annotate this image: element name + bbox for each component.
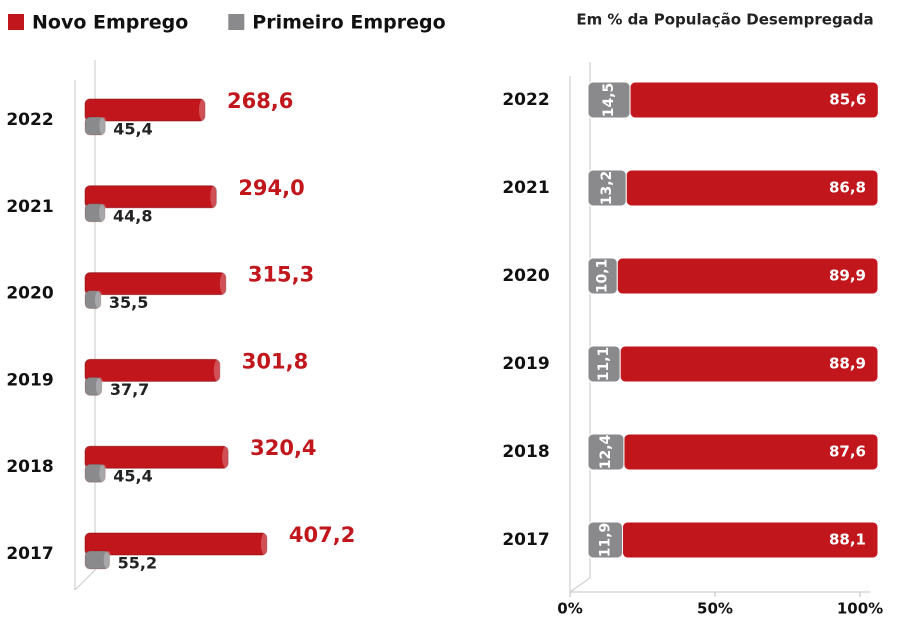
- legend-label: Novo Emprego: [32, 12, 188, 34]
- bar: [84, 376, 103, 396]
- data-label: 86,8: [829, 179, 866, 197]
- chart-title: Em % da População Desempregada: [576, 11, 873, 29]
- data-label: 44,8: [113, 206, 152, 225]
- bar: [84, 185, 217, 209]
- bar-cap: [99, 203, 108, 222]
- data-label: 88,1: [829, 531, 866, 549]
- bar-cap: [99, 464, 108, 483]
- bar: [84, 532, 268, 556]
- data-label: 10,1: [595, 259, 611, 294]
- bar-segment: [616, 257, 879, 295]
- y-tick-label: 2019: [502, 354, 549, 374]
- data-label: 55,2: [118, 554, 157, 573]
- bar-cap: [210, 185, 219, 208]
- data-label: 45,4: [113, 120, 152, 139]
- data-label: 268,6: [227, 89, 293, 113]
- bar-cap: [222, 446, 231, 469]
- bar-segment: [629, 81, 879, 119]
- bar-segment: [625, 169, 879, 207]
- bar-segment: [619, 345, 879, 383]
- y-tick-label: 2017: [502, 530, 549, 550]
- bar-cap: [94, 290, 103, 309]
- data-label: 320,4: [250, 436, 316, 460]
- bar-cap: [213, 359, 222, 382]
- data-label: 12,4: [598, 434, 614, 469]
- bar: [84, 116, 106, 136]
- legend-swatch: [8, 14, 24, 30]
- data-label: 13,2: [599, 171, 615, 206]
- data-label: 407,2: [289, 523, 355, 547]
- bar-segment: [623, 433, 879, 471]
- bar-cap: [103, 551, 112, 569]
- bar: [84, 358, 221, 382]
- y-tick-label: 2018: [6, 457, 53, 477]
- bar-segment: [622, 521, 879, 559]
- bar-cap: [219, 272, 228, 295]
- wall-left: [74, 60, 96, 591]
- y-tick-label: 2018: [502, 442, 549, 462]
- bar-cap: [95, 377, 104, 396]
- data-label: 87,6: [829, 443, 866, 461]
- data-label: 89,9: [829, 267, 866, 285]
- data-label: 14,5: [601, 83, 617, 118]
- data-label: 294,0: [238, 176, 304, 200]
- bar: [84, 290, 102, 310]
- bar: [84, 203, 106, 223]
- data-label: 301,8: [242, 349, 308, 373]
- bar: [84, 550, 111, 570]
- legend-swatch: [228, 14, 245, 30]
- x-tick-label: 0%: [557, 600, 582, 618]
- bar-cap: [99, 117, 108, 135]
- data-label: 11,1: [596, 347, 612, 382]
- y-tick-label: 2022: [6, 110, 53, 130]
- y-tick-label: 2019: [6, 370, 53, 390]
- legend-label: Primeiro Emprego: [252, 12, 445, 34]
- data-label: 88,9: [829, 355, 866, 373]
- bar: [84, 98, 206, 122]
- bar-cap: [198, 99, 207, 121]
- y-tick-label: 2022: [502, 90, 549, 110]
- data-label: 85,6: [829, 91, 866, 109]
- y-tick-label: 2021: [6, 197, 53, 217]
- data-label: 35,5: [109, 293, 148, 312]
- back-walls: [74, 60, 870, 593]
- x-tick-label: 50%: [697, 600, 733, 618]
- x-tick-label: 100%: [837, 600, 883, 618]
- data-label: 11,9: [597, 523, 613, 558]
- y-tick-label: 2021: [502, 178, 549, 198]
- y-tick-label: 2020: [6, 284, 53, 304]
- data-label: 315,3: [248, 263, 314, 287]
- bar: [84, 272, 227, 296]
- bar: [84, 445, 229, 469]
- bar-cap: [260, 533, 269, 555]
- data-label: 45,4: [113, 467, 152, 486]
- bar: [84, 463, 106, 483]
- wall-right: [569, 62, 591, 593]
- data-label: 37,7: [110, 380, 149, 399]
- y-tick-label: 2020: [502, 266, 549, 286]
- y-tick-label: 2017: [6, 544, 53, 564]
